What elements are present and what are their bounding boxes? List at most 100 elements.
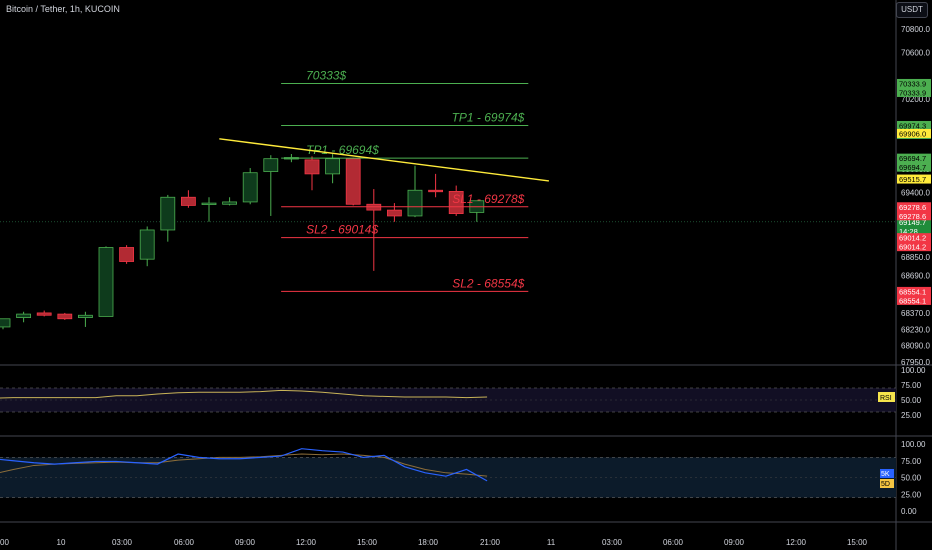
rsi-tick-label: 50.00 <box>901 396 922 405</box>
price-tag <box>897 78 931 97</box>
candle-body <box>36 312 52 316</box>
currency-button[interactable]: USDT <box>896 2 928 18</box>
indicator-layer <box>0 387 896 498</box>
price-tick-label: 68690.0 <box>901 272 930 281</box>
price-tick-label: 70600.0 <box>901 48 930 57</box>
stoch-tick-label: 50.00 <box>901 474 922 483</box>
candle-body <box>345 158 361 205</box>
price-tag-label: 69014.2 <box>899 234 926 243</box>
time-tick-label: 09:00 <box>724 538 745 547</box>
price-tag-label: 70333.9 <box>899 79 926 88</box>
price-tag-label-second: 68554.1 <box>899 296 926 305</box>
candle-body <box>119 247 134 262</box>
time-tick-label: 18:00 <box>418 538 439 547</box>
time-tick-label: 15:00 <box>357 538 378 547</box>
price-tag <box>897 217 931 236</box>
candle-body <box>201 202 217 205</box>
stoch-k-tag <box>880 469 894 478</box>
level-label: SL2 - 69014$ <box>306 223 378 237</box>
price-tag-label-second: 69694.7 <box>899 163 926 172</box>
time-tick-label: 21:00 <box>480 538 501 547</box>
price-tag-label-second: 69014.2 <box>899 243 926 252</box>
levels-layer: 70333$ TP1 - 69974$ TP1 - 69694$ SL1 - 6927… <box>219 68 549 292</box>
candle-body <box>304 159 320 175</box>
candle-body <box>57 313 73 320</box>
candle-body <box>386 209 402 217</box>
price-tag-label: 69906.0 <box>899 129 926 138</box>
stoch-d-tag <box>880 479 894 488</box>
price-tick-label: 68090.0 <box>901 342 930 351</box>
candle-body <box>428 189 444 193</box>
stoch-k-tag-label: 5K <box>881 471 890 478</box>
price-tick-label: 70800.0 <box>901 25 930 34</box>
candle-body <box>78 314 93 318</box>
time-tick-label: 03:00 <box>112 538 133 547</box>
stoch-tick-label: 100.00 <box>901 440 926 449</box>
tags-layer: 70333.970333.969974.369974.369906.069694… <box>878 78 931 488</box>
candle-body <box>263 158 279 172</box>
rsi-tag-label: RSI <box>880 395 892 402</box>
time-tick-label: 10 <box>57 538 66 547</box>
price-tag-label: 69694.7 <box>899 154 926 163</box>
level-label: SL2 - 68554$ <box>452 276 524 290</box>
price-tag <box>897 128 931 138</box>
time-tick-label: 15:00 <box>847 538 868 547</box>
candles-layer <box>0 154 485 330</box>
candle-body <box>160 196 176 231</box>
time-tick-label: 00 <box>0 538 9 547</box>
time-tick-label: 12:00 <box>296 538 317 547</box>
rsi-tick-label: 100.00 <box>901 366 926 375</box>
price-tick-label: 70200.0 <box>901 95 930 104</box>
candle-body <box>242 172 258 203</box>
stoch-tick-label: 0.00 <box>901 507 917 516</box>
price-tick-label: 68230.0 <box>901 325 930 334</box>
price-tag-label: 69278.6 <box>899 203 926 212</box>
price-tag <box>897 233 931 252</box>
price-tick-label: 69400.0 <box>901 189 930 198</box>
stoch-k-line <box>0 448 488 482</box>
time-tick-label: 06:00 <box>174 538 195 547</box>
price-tag <box>897 174 931 184</box>
rsi-tick-label: 75.00 <box>901 381 922 390</box>
rsi-tag <box>878 392 895 402</box>
trendline <box>219 138 549 182</box>
candle-body <box>16 313 32 318</box>
candle-body <box>222 201 238 205</box>
price-tag-label-second: 69278.6 <box>899 212 926 221</box>
candle-body <box>139 229 155 260</box>
candle-body <box>325 158 341 175</box>
price-tag-label: 69974.3 <box>899 121 926 130</box>
time-tick-label: 11 <box>547 538 556 547</box>
level-label: TP1 - 69974$ <box>452 110 525 124</box>
price-tag-label: 68554.1 <box>899 287 926 296</box>
candle-body <box>0 318 11 328</box>
price-tag-label-second: 70333.9 <box>899 88 926 97</box>
candle-body <box>180 196 196 206</box>
time-tick-label: 06:00 <box>663 538 684 547</box>
level-label: TP1 - 69694$ <box>306 143 379 157</box>
rsi-tick-label: 25.00 <box>901 411 922 420</box>
time-tick-label: 09:00 <box>235 538 256 547</box>
price-tag-label: 69149.7 <box>899 218 926 227</box>
time-tick-label: 12:00 <box>786 538 807 547</box>
time-tick-label: 03:00 <box>602 538 623 547</box>
candle-body <box>448 191 464 215</box>
stoch-tick-label: 75.00 <box>901 457 922 466</box>
level-label: 70333$ <box>306 68 346 82</box>
rsi-line <box>0 389 488 399</box>
symbol-title: Bitcoin / Tether, 1h, KUCOIN <box>6 4 120 14</box>
price-tick-label: 67950.0 <box>901 358 930 367</box>
price-tag-label: 69515.7 <box>899 175 926 184</box>
axis-layer: 70800.070600.070200.069600.069400.069100… <box>0 25 930 547</box>
price-tag <box>897 202 931 221</box>
level-label: SL1 - 69278$ <box>452 192 524 206</box>
price-tag <box>897 286 931 305</box>
price-tick-label: 68370.0 <box>901 309 930 318</box>
price-tag <box>897 153 931 172</box>
candle-body <box>407 189 423 217</box>
price-tag-label-second: 14:28 <box>899 227 918 236</box>
stoch-d-tag-label: 5D <box>881 481 890 488</box>
stoch-d-line <box>0 453 488 477</box>
price-tick-label: 68850.0 <box>901 253 930 262</box>
